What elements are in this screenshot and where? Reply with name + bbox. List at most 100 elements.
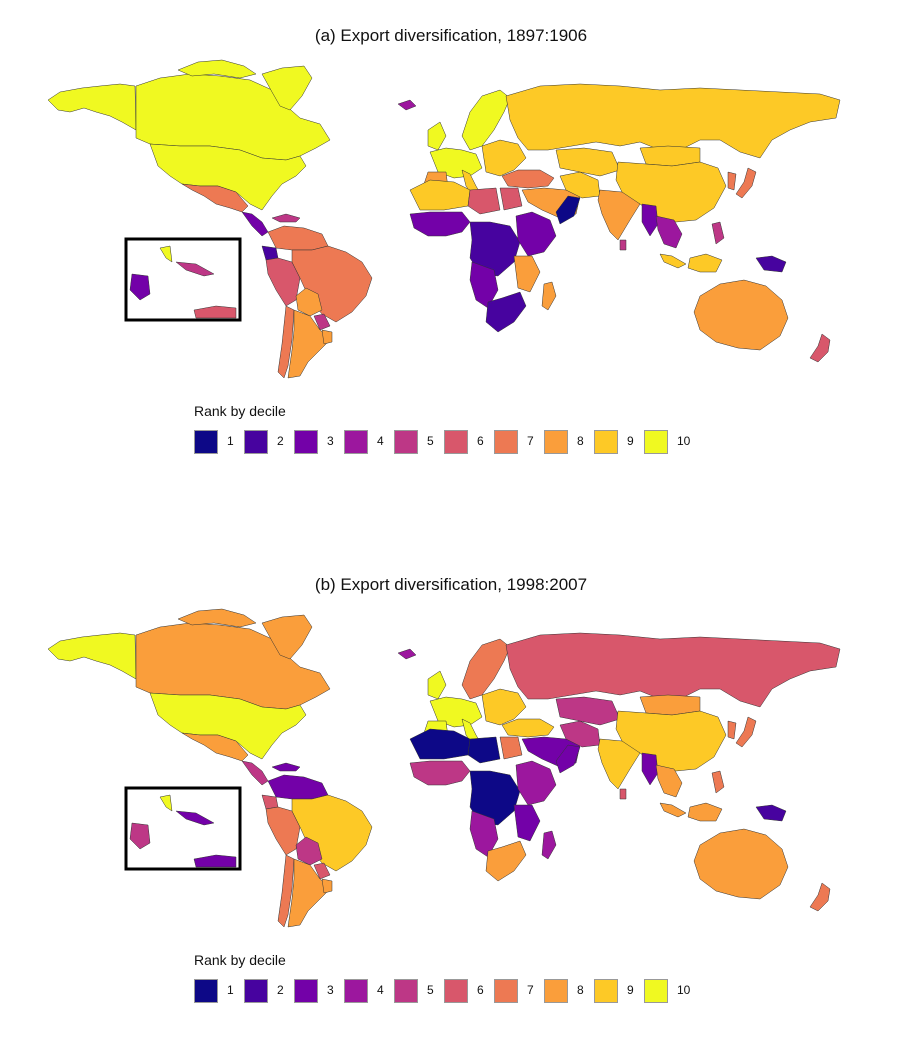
country-borneo-java <box>687 802 723 822</box>
country-uruguay <box>321 878 333 894</box>
country-southern-africa <box>485 840 527 882</box>
country-russia <box>505 83 841 159</box>
legend-swatch <box>394 430 418 454</box>
country-philippines <box>711 770 725 794</box>
legend-label: 10 <box>677 983 691 997</box>
country-alaska <box>47 83 137 131</box>
legend-swatch <box>244 430 268 454</box>
country-inset-central-america <box>129 273 151 301</box>
country-alaska <box>47 632 137 680</box>
legend-label: 4 <box>377 983 384 997</box>
country-greenland <box>261 65 313 111</box>
legend-label: 10 <box>677 434 691 448</box>
world-map <box>47 608 841 928</box>
country-inset-venezuela-coast <box>193 305 237 319</box>
country-horn-of-africa <box>555 744 581 774</box>
country-chile <box>277 305 295 379</box>
country-central-america <box>241 211 269 237</box>
legend-label: 2 <box>277 434 284 448</box>
country-russia <box>505 632 841 708</box>
country-southern-africa <box>485 291 527 333</box>
country-horn-of-africa <box>555 195 581 225</box>
country-inset-cuba <box>175 810 215 826</box>
country-mongolia <box>639 694 701 716</box>
legend-swatch <box>644 430 668 454</box>
country-sri-lanka <box>619 788 627 800</box>
legend-label: 7 <box>527 983 534 997</box>
country-peru <box>265 806 301 856</box>
country-scandinavia <box>461 89 511 151</box>
country-argentina <box>287 309 331 379</box>
legend-swatch <box>444 979 468 1003</box>
country-ottoman-turkey <box>501 169 555 189</box>
country-indochina <box>655 215 683 249</box>
country-brazil <box>291 794 373 872</box>
country-west-africa <box>409 211 471 237</box>
country-new-zealand <box>809 333 831 363</box>
map-title: (b) Export diversification, 1998:2007 <box>314 575 588 594</box>
country-inset-central-america <box>129 822 151 850</box>
legend-swatch <box>544 430 568 454</box>
world-map <box>47 59 841 379</box>
country-india <box>597 189 641 241</box>
country-central-africa <box>469 770 521 826</box>
legend-swatch <box>344 979 368 1003</box>
country-venezuela-colombia <box>267 774 329 800</box>
country-west-africa <box>409 760 471 786</box>
legend-label: 7 <box>527 434 534 448</box>
country-eastern-europe <box>481 688 527 726</box>
country-sri-lanka <box>619 239 627 251</box>
country-paraguay <box>313 313 331 331</box>
legend-label: 5 <box>427 983 434 997</box>
legend-swatch <box>344 430 368 454</box>
country-new-zealand <box>809 882 831 912</box>
country-ecuador <box>261 245 279 261</box>
country-egypt <box>499 736 523 760</box>
legend-label: 3 <box>327 434 334 448</box>
legend-label: 1 <box>227 434 234 448</box>
country-inset-florida <box>159 794 173 812</box>
country-chile <box>277 854 295 928</box>
country-mozambique <box>513 804 541 842</box>
inset-frame <box>124 786 242 871</box>
map-panel-b: (b) Export diversification, 1998:2007 Ra… <box>0 549 902 1060</box>
country-scandinavia <box>461 638 511 700</box>
country-new-guinea <box>755 804 787 822</box>
country-japan <box>735 167 757 199</box>
legend-swatch <box>544 979 568 1003</box>
country-central-africa <box>469 221 521 277</box>
legend-swatch <box>394 979 418 1003</box>
country-east-africa <box>515 211 557 257</box>
country-north-africa-west <box>409 179 471 211</box>
legend-label: 6 <box>477 983 484 997</box>
legend-label: 1 <box>227 983 234 997</box>
country-korea <box>727 720 737 740</box>
legend-label: 3 <box>327 983 334 997</box>
legend-swatch <box>594 430 618 454</box>
country-philippines <box>711 221 725 245</box>
country-madagascar <box>541 830 557 860</box>
country-japan <box>735 716 757 748</box>
country-burma <box>641 203 659 237</box>
country-borneo-java <box>687 253 723 273</box>
country-argentina <box>287 858 331 928</box>
legend-label: 8 <box>577 983 584 997</box>
legend-title: Rank by decile <box>194 952 286 968</box>
country-venezuela-colombia <box>267 225 329 251</box>
legend-title: Rank by decile <box>194 403 286 419</box>
country-central-asia <box>555 696 621 726</box>
legend-swatch <box>494 979 518 1003</box>
country-uk-ireland <box>427 121 447 151</box>
country-brazil <box>291 245 373 323</box>
inset-frame <box>124 237 242 322</box>
country-australia <box>693 828 789 900</box>
country-inset-florida <box>159 245 173 263</box>
legend-label: 8 <box>577 434 584 448</box>
legend-label: 4 <box>377 434 384 448</box>
country-central-america <box>241 760 269 786</box>
country-madagascar <box>541 281 557 311</box>
legend-swatch <box>644 979 668 1003</box>
country-canadian-arctic-islands <box>177 608 257 628</box>
legend-swatch <box>294 979 318 1003</box>
map-title: (a) Export diversification, 1897:1906 <box>314 26 588 45</box>
